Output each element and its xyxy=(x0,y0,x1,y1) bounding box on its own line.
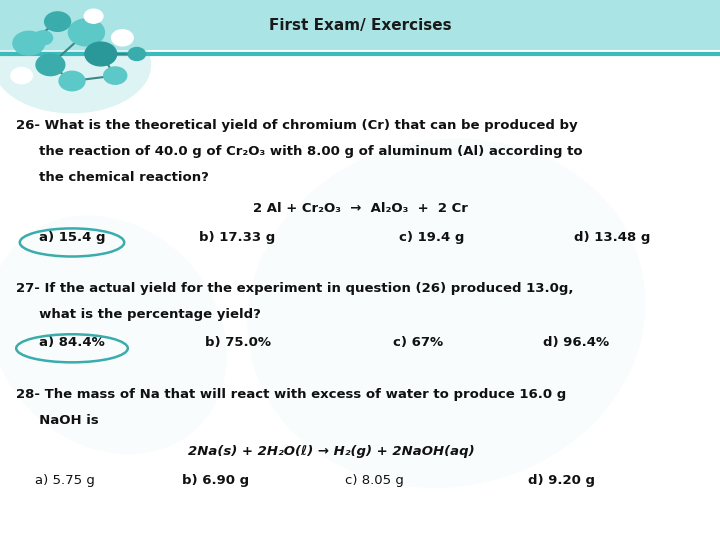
Text: 28- The mass of Na that will react with excess of water to produce 16.0 g: 28- The mass of Na that will react with … xyxy=(16,388,566,401)
Text: First Exam/ Exercises: First Exam/ Exercises xyxy=(269,17,451,32)
Text: d) 13.48 g: d) 13.48 g xyxy=(574,231,650,244)
Text: 26- What is the theoretical yield of chromium (Cr) that can be produced by: 26- What is the theoretical yield of chr… xyxy=(16,119,577,132)
Circle shape xyxy=(34,31,53,45)
Text: NaOH is: NaOH is xyxy=(16,414,99,427)
Text: 27- If the actual yield for the experiment in question (26) produced 13.0g,: 27- If the actual yield for the experime… xyxy=(16,282,573,295)
Circle shape xyxy=(104,67,127,84)
Text: c) 67%: c) 67% xyxy=(392,336,443,349)
FancyBboxPatch shape xyxy=(0,0,720,50)
Text: a) 5.75 g: a) 5.75 g xyxy=(35,474,95,487)
Circle shape xyxy=(36,54,65,76)
Text: c) 19.4 g: c) 19.4 g xyxy=(400,231,464,244)
Circle shape xyxy=(128,48,145,60)
Text: d) 9.20 g: d) 9.20 g xyxy=(528,474,595,487)
Text: b) 75.0%: b) 75.0% xyxy=(204,336,271,349)
Text: b) 6.90 g: b) 6.90 g xyxy=(182,474,250,487)
Text: the reaction of 40.0 g of Cr₂O₃ with 8.00 g of aluminum (Al) according to: the reaction of 40.0 g of Cr₂O₃ with 8.0… xyxy=(16,145,582,158)
Text: a) 84.4%: a) 84.4% xyxy=(39,336,105,349)
Text: the chemical reaction?: the chemical reaction? xyxy=(16,171,209,184)
Ellipse shape xyxy=(247,138,646,488)
Text: 2Na(s) + 2H₂O(ℓ) → H₂(g) + 2NaOH(aq): 2Na(s) + 2H₂O(ℓ) → H₂(g) + 2NaOH(aq) xyxy=(188,445,474,458)
Text: b) 17.33 g: b) 17.33 g xyxy=(199,231,276,244)
Text: what is the percentage yield?: what is the percentage yield? xyxy=(16,308,261,321)
Text: a) 15.4 g: a) 15.4 g xyxy=(39,231,105,244)
Ellipse shape xyxy=(0,16,151,113)
Circle shape xyxy=(112,30,133,46)
Text: 2 Al + Cr₂O₃  →  Al₂O₃  +  2 Cr: 2 Al + Cr₂O₃ → Al₂O₃ + 2 Cr xyxy=(253,202,467,215)
Circle shape xyxy=(68,19,104,46)
Circle shape xyxy=(45,12,71,31)
Circle shape xyxy=(84,9,103,23)
Circle shape xyxy=(11,68,32,84)
Text: c) 8.05 g: c) 8.05 g xyxy=(345,474,404,487)
Ellipse shape xyxy=(0,215,227,454)
Circle shape xyxy=(13,31,45,55)
Text: d) 96.4%: d) 96.4% xyxy=(543,336,609,349)
Circle shape xyxy=(59,71,85,91)
Circle shape xyxy=(85,42,117,66)
